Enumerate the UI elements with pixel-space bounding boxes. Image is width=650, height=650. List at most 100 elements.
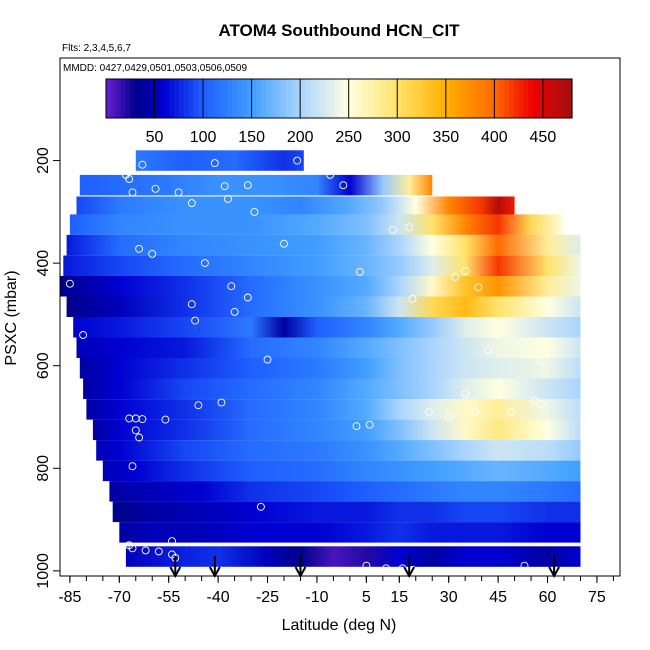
colorbar-swatch — [445, 79, 452, 118]
x-tick-label: 45 — [489, 589, 507, 606]
colorbar-tick-label: 150 — [238, 129, 265, 146]
observation-point — [345, 566, 354, 575]
colorbar-swatch — [426, 79, 432, 118]
heatmap-band — [102, 460, 581, 482]
colorbar-swatch — [183, 79, 190, 118]
observation-point — [128, 544, 137, 553]
colorbar-swatch — [518, 79, 525, 118]
x-tick-label: 60 — [539, 589, 557, 606]
observation-point — [187, 300, 196, 309]
colorbar-swatch — [533, 79, 539, 118]
observation-point — [355, 267, 364, 276]
colorbar-swatch — [562, 79, 568, 118]
colorbar-swatch — [193, 79, 199, 118]
colorbar-swatch — [334, 79, 340, 118]
colorbar-swatch — [178, 79, 185, 118]
colorbar-swatch — [552, 79, 559, 118]
observation-point — [398, 564, 407, 573]
colorbar-swatch — [271, 79, 277, 118]
observation-point — [444, 413, 453, 421]
colorbar-swatch — [465, 79, 471, 118]
colorbar-swatch — [474, 79, 481, 118]
colorbar-swatch — [285, 79, 292, 118]
colorbar-swatch — [144, 79, 151, 118]
colorbar-swatch — [295, 79, 301, 118]
colorbar-swatch — [130, 79, 136, 118]
heatmap-band — [66, 296, 581, 317]
colorbar-swatch — [251, 79, 258, 118]
colorbar-swatch — [567, 79, 573, 118]
colorbar-swatch — [547, 79, 554, 118]
plot-frame — [59, 57, 621, 577]
y-tick-label: 400 — [35, 250, 52, 277]
observation-point — [194, 401, 203, 410]
observation-point — [125, 175, 134, 183]
colorbar-swatch — [120, 79, 127, 118]
colorbar-swatch — [387, 79, 393, 118]
x-axis-label: Latitude (deg N) — [282, 617, 397, 634]
observation-point — [352, 422, 361, 431]
observation-point — [174, 188, 183, 197]
observation-point — [79, 331, 88, 339]
observation-point — [280, 239, 288, 248]
colorbar-swatch — [455, 79, 461, 118]
colorbar-swatch — [188, 79, 194, 118]
observation-point — [230, 307, 239, 316]
colorbar-swatch — [217, 79, 224, 118]
x-tick-label: 15 — [390, 589, 408, 606]
colorbar-swatch — [324, 79, 330, 118]
colorbar-tick-label: 250 — [335, 129, 362, 146]
observation-point — [250, 207, 259, 216]
observation-point — [217, 398, 226, 407]
colorbar-swatch — [164, 79, 170, 118]
colorbar-tick-label: 100 — [190, 129, 217, 146]
observation-point — [154, 547, 163, 556]
colorbar-swatch — [212, 79, 219, 118]
observation-point — [243, 181, 252, 190]
observation-point — [474, 283, 483, 292]
colorbar-swatch — [538, 79, 544, 118]
x-tick-label: -40 — [207, 589, 230, 606]
heatmap-band — [76, 337, 581, 358]
observation-point — [256, 502, 265, 511]
observation-point — [200, 259, 209, 268]
colorbar-swatch — [329, 79, 335, 118]
observation-point — [135, 433, 144, 442]
observation-point — [138, 415, 147, 424]
x-tick-label: -25 — [256, 589, 279, 606]
observation-point — [65, 279, 74, 288]
colorbar-swatch — [440, 79, 447, 118]
colorbar-swatch — [207, 79, 214, 118]
observation-point — [530, 396, 539, 405]
colorbar-swatch — [392, 79, 398, 118]
colorbar-swatch — [343, 79, 350, 118]
colorbar-tick-label: 400 — [481, 129, 508, 146]
colorbar-swatch — [319, 79, 326, 118]
colorbar-tick-label: 200 — [287, 129, 314, 146]
observation-point — [520, 561, 529, 570]
colorbar-swatch — [436, 79, 442, 118]
observation-point — [187, 199, 196, 208]
observation-point — [243, 293, 252, 302]
colorbar-swatch — [198, 79, 204, 118]
observation-point — [128, 462, 137, 471]
colorbar-swatch — [372, 79, 379, 118]
observation-point — [168, 537, 176, 546]
heatmap-band — [63, 255, 581, 276]
observation-point — [131, 426, 140, 435]
colorbar-swatch — [309, 79, 316, 118]
colorbar-swatch — [275, 79, 282, 118]
observation-points — [65, 156, 592, 578]
dates-note: MMDD: 0427,0429,0501,0503,0506,0509 — [63, 63, 247, 74]
heatmap-band — [79, 174, 433, 196]
observation-point — [151, 184, 160, 193]
observation-point — [138, 160, 147, 169]
x-tick-label: -85 — [58, 589, 81, 606]
colorbar-swatch — [416, 79, 423, 118]
colorbar-swatch — [135, 79, 141, 118]
colorbar-swatch — [460, 79, 466, 118]
x-tick-label: 75 — [588, 589, 606, 606]
colorbar-swatch — [382, 79, 389, 118]
colorbar-swatch — [159, 79, 165, 118]
colorbar-swatch — [314, 79, 321, 118]
